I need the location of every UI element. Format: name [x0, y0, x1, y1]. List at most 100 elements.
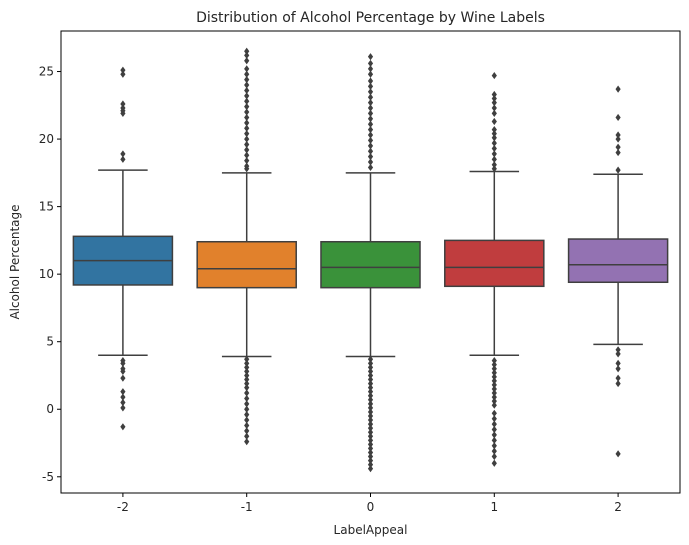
outlier-point [367, 465, 374, 473]
box-2 [567, 238, 669, 284]
x-tick-label: 2 [614, 500, 622, 514]
box-group-1 [444, 71, 545, 467]
outlier-point [367, 428, 374, 436]
outlier-point [244, 124, 250, 132]
outlier-point [367, 53, 374, 61]
y-axis-title: Alcohol Percentage [8, 204, 22, 319]
outlier-point [491, 377, 497, 385]
outlier-point [367, 98, 374, 107]
outlier-point [367, 147, 374, 155]
outlier-point [244, 76, 250, 84]
outlier-point [367, 444, 374, 453]
outlier-point [244, 371, 250, 380]
outlier-point [491, 161, 497, 169]
outlier-point [491, 94, 497, 103]
outlier-point [615, 85, 621, 93]
y-tick-label: 25 [39, 65, 54, 79]
outlier-point [120, 398, 126, 407]
outlier-point [244, 108, 250, 116]
outlier-point [244, 86, 250, 95]
outlier-point [367, 359, 374, 367]
outlier-point [120, 393, 126, 401]
outlier-point [244, 65, 250, 73]
outlier-point [244, 103, 250, 111]
outlier-point [367, 65, 374, 73]
outlier-point [244, 57, 250, 65]
box-group--2 [72, 66, 174, 431]
outlier-point [367, 432, 374, 440]
outlier-point [120, 109, 126, 118]
outlier-point [491, 442, 497, 450]
outlier-point [491, 381, 497, 389]
x-tick-label: 1 [490, 500, 498, 514]
outlier-point [491, 409, 497, 417]
outlier-point [367, 153, 374, 161]
outlier-point [120, 100, 126, 108]
outlier-point [367, 93, 374, 101]
outlier-point [120, 423, 126, 431]
outlier-point [244, 113, 250, 122]
box-group-2 [567, 85, 669, 458]
outlier-point [491, 104, 497, 112]
box-1 [444, 239, 545, 288]
outlier-point [491, 459, 497, 467]
outlier-point [615, 350, 621, 358]
outlier-point [367, 384, 374, 392]
outlier-point [491, 425, 497, 434]
outlier-point [615, 135, 621, 143]
outlier-point [367, 109, 374, 118]
y-tick-label: 15 [39, 200, 54, 214]
outlier-point [120, 70, 126, 78]
y-tick-label: 5 [46, 335, 54, 349]
outlier-point [367, 436, 374, 444]
outlier-point [367, 136, 374, 145]
y-tick-label: 10 [39, 267, 54, 281]
outlier-point [491, 165, 497, 173]
outlier-point [244, 92, 250, 100]
outlier-point [244, 394, 250, 403]
outlier-point [615, 450, 621, 458]
outlier-point [615, 374, 621, 382]
outlier-point [120, 155, 126, 163]
outlier-point [244, 140, 250, 149]
outlier-point [367, 379, 374, 388]
outlier-point [491, 109, 497, 118]
outlier-point [244, 165, 250, 173]
box-0 [320, 240, 421, 289]
outlier-point [491, 420, 497, 428]
outlier-point [615, 131, 621, 139]
outlier-point [244, 363, 250, 371]
outlier-point [491, 373, 497, 381]
outlier-point [367, 363, 374, 371]
outlier-point [120, 66, 126, 74]
outlier-point [491, 90, 497, 99]
outlier-point [367, 163, 374, 172]
outlier-point [367, 375, 374, 384]
outlier-point [367, 424, 374, 432]
outlier-point [491, 155, 497, 163]
outlier-point [367, 367, 374, 376]
outlier-point [491, 401, 497, 409]
outlier-point [367, 115, 374, 123]
box-group--1 [196, 47, 297, 446]
outlier-point [367, 400, 374, 408]
outlier-point [491, 365, 497, 373]
chart-title: Distribution of Alcohol Percentage by Wi… [196, 10, 545, 26]
outlier-point [244, 421, 250, 430]
outlier-point [367, 131, 374, 139]
outlier-point [367, 448, 374, 457]
outlier-point [367, 77, 374, 85]
outlier-point [367, 371, 374, 380]
box-group-0 [320, 53, 421, 473]
outlier-point [120, 404, 126, 412]
outlier-point [367, 104, 374, 112]
outlier-point [244, 389, 250, 397]
outlier-point [491, 71, 497, 80]
outlier-point [244, 411, 250, 419]
outlier-point [491, 436, 497, 444]
y-tick-label: -5 [42, 470, 54, 484]
outlier-point [491, 389, 497, 397]
outlier-point [367, 355, 374, 363]
outlier-point [244, 375, 250, 384]
